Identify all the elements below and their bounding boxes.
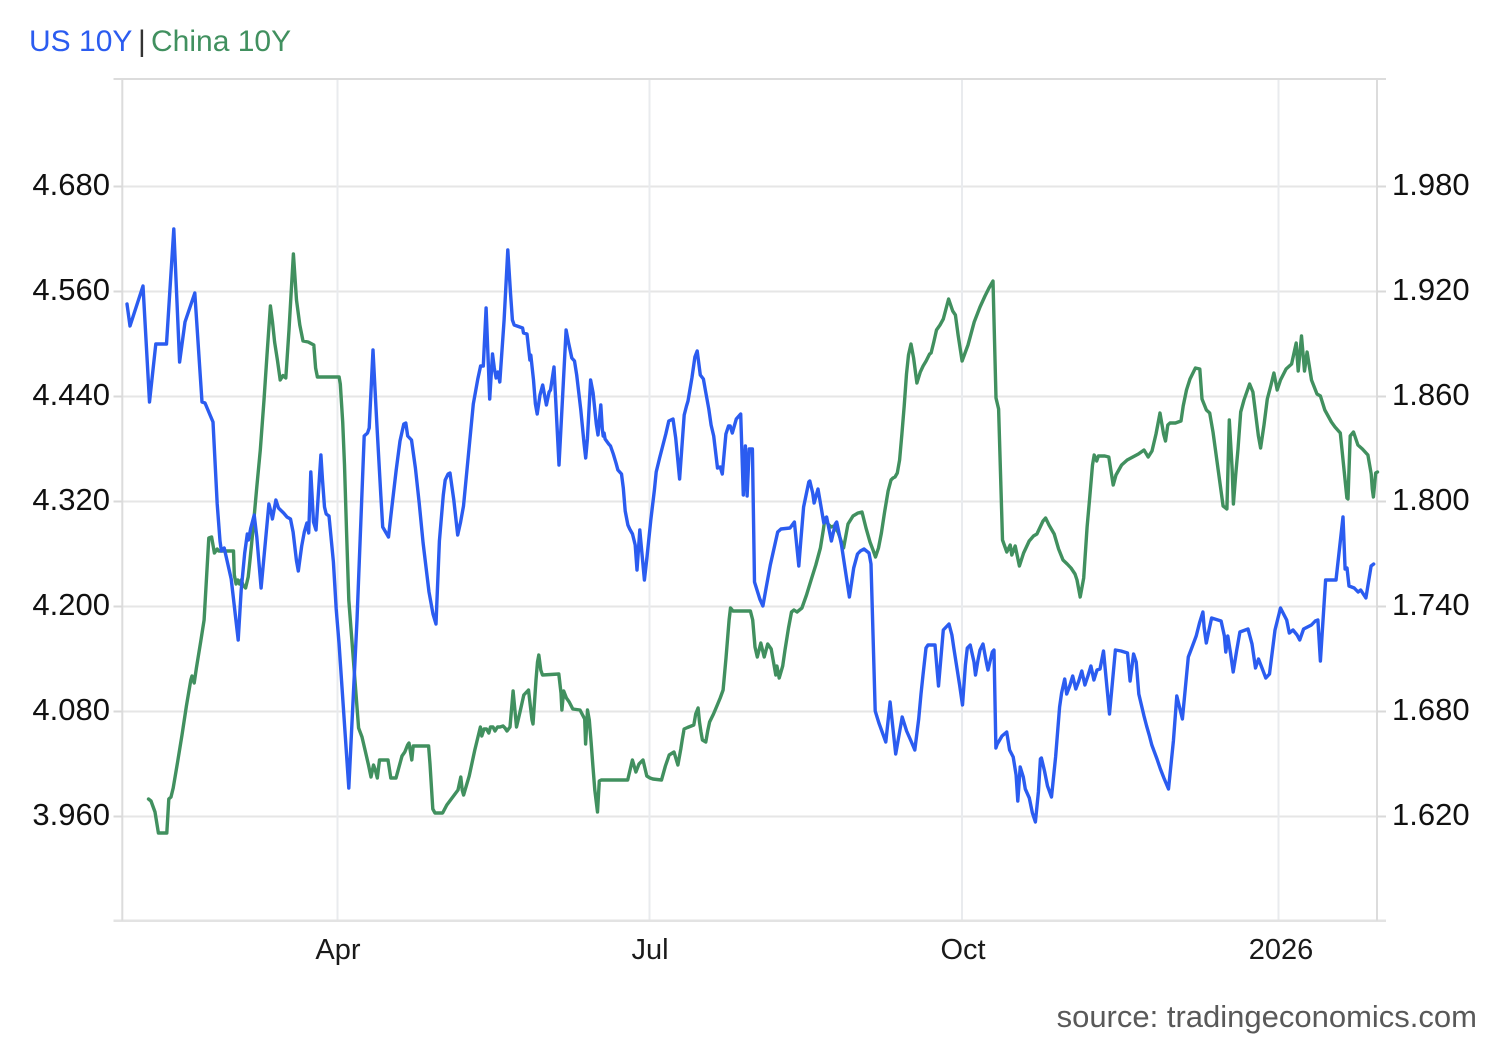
svg-text:China 10Y: China 10Y [151,25,291,58]
svg-text:4.080: 4.080 [32,692,110,727]
svg-text:source: tradingeconomics.com: source: tradingeconomics.com [1057,999,1477,1034]
svg-text:1.860: 1.860 [1392,377,1470,412]
svg-text:3.960: 3.960 [32,797,110,832]
svg-text:4.680: 4.680 [32,167,110,202]
svg-text:Oct: Oct [940,934,985,966]
svg-text:4.440: 4.440 [32,377,110,412]
svg-text:1.620: 1.620 [1392,797,1470,832]
svg-text:1.920: 1.920 [1392,272,1470,307]
svg-text:2026: 2026 [1249,934,1314,966]
svg-text:1.800: 1.800 [1392,482,1470,517]
svg-text:4.320: 4.320 [32,482,110,517]
svg-text:4.200: 4.200 [32,587,110,622]
svg-text:US 10Y: US 10Y [29,25,132,58]
svg-text:|: | [138,25,146,58]
svg-text:1.680: 1.680 [1392,692,1470,727]
svg-text:1.740: 1.740 [1392,587,1470,622]
svg-text:Apr: Apr [315,934,360,966]
svg-text:1.980: 1.980 [1392,167,1470,202]
svg-text:Jul: Jul [631,934,668,966]
svg-text:4.560: 4.560 [32,272,110,307]
